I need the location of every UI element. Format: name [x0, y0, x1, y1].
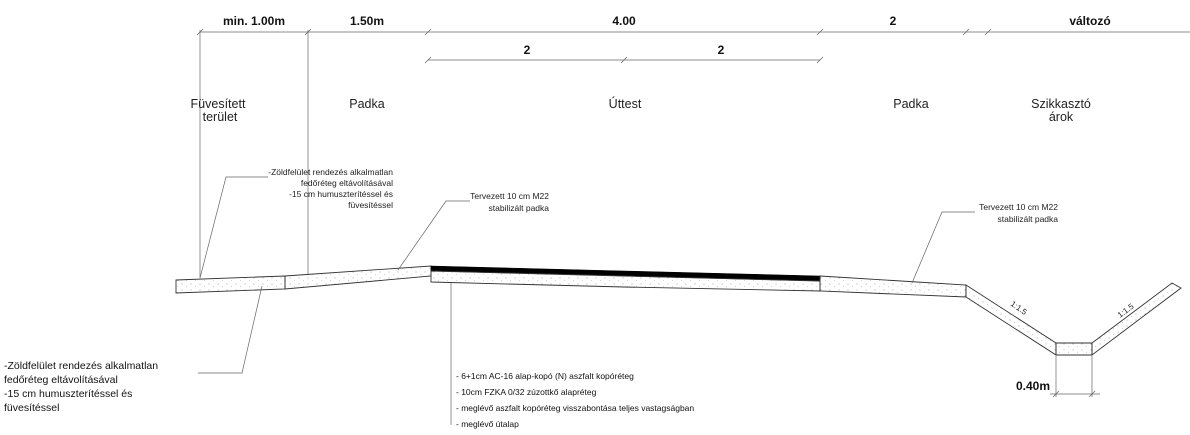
note-zoldfelulet-bottom-line1: -Zöldfelület rendezés alkalmatlan — [4, 360, 158, 372]
sub-dimension-line — [424, 56, 824, 64]
dim-ditch-bottom: 0.40m — [1016, 379, 1050, 393]
dim-sub-left: 2 — [524, 43, 531, 57]
ditch-bottom — [1055, 342, 1093, 356]
leader-lines — [198, 176, 975, 425]
dim-sub-right: 2 — [718, 43, 725, 57]
dim-arok: változó — [1069, 14, 1110, 28]
top-dimension-line — [196, 28, 1190, 278]
dim-padka-left: 1.50m — [350, 14, 384, 28]
note-zoldfelulet-top-line1: -Zöldfelület rendezés alkalmatlan — [268, 167, 393, 177]
note-padka-left-line1: Tervezett 10 cm M22 — [470, 191, 549, 201]
zone-padka-right: Padka — [893, 97, 928, 111]
left-shoulder-layer — [284, 265, 432, 290]
layer-item: - meglévő aszfalt kopóréteg visszabontás… — [456, 403, 694, 413]
right-shoulder-layer — [819, 275, 967, 298]
grass-strip-layer — [175, 275, 286, 294]
dim-padka-right: 2 — [890, 14, 897, 28]
layer-item: - meglévő útalap — [456, 419, 519, 429]
note-padka-right-line1: Tervezett 10 cm M22 — [979, 202, 1058, 212]
note-zoldfelulet-bottom-line3: -15 cm humuszterítéssel és — [4, 388, 132, 400]
note-zoldfelulet-top-line3: -15 cm humuszterítéssel és — [289, 189, 393, 199]
note-zoldfelulet-top-line2: fedőréteg eltávolításával — [301, 178, 393, 188]
note-padka-left-line2: stabilizált padka — [489, 203, 550, 213]
note-zoldfelulet-bottom-line2: fedőréteg eltávolításával — [4, 374, 118, 386]
dim-uttest: 4.00 — [612, 14, 636, 28]
zone-fuvesitett-line1: Füvesített — [191, 97, 246, 111]
ditch-left-slope — [965, 284, 1057, 356]
zone-uttest: Úttest — [609, 96, 642, 111]
layer-item: - 6+1cm AC-16 alap-kopó (N) aszfalt kopó… — [456, 371, 634, 381]
layer-item: - 10cm FZKA 0/32 zúzottkő alapréteg — [456, 387, 597, 397]
cross-section — [175, 265, 1182, 356]
zone-fuvesitett-line2: terület — [203, 110, 238, 124]
ditch-bottom-dimension — [1050, 356, 1100, 398]
zone-padka-left: Padka — [349, 97, 384, 111]
zone-szikkaszto-line2: árok — [1049, 110, 1074, 124]
note-zoldfelulet-top-line4: füvesítéssel — [348, 200, 393, 210]
zone-szikkaszto-line1: Szikkasztó — [1031, 97, 1091, 111]
dim-fuvesitett: min. 1.00m — [223, 14, 285, 28]
ditch-right-slope — [1091, 282, 1182, 356]
note-padka-right-line2: stabilizált padka — [998, 214, 1059, 224]
note-zoldfelulet-bottom-line4: füvesítéssel — [4, 402, 59, 414]
